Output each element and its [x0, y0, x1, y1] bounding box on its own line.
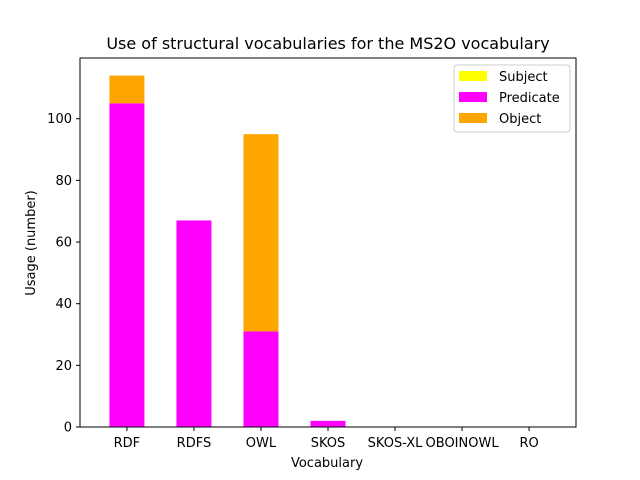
- y-tick-label: 40: [55, 297, 72, 312]
- bar-object-rdf: [109, 75, 145, 104]
- legend-label-predicate: Predicate: [499, 91, 560, 106]
- legend-label-subject: Subject: [499, 70, 548, 85]
- y-tick-label: 80: [55, 174, 72, 189]
- bar-predicate-skos: [310, 420, 346, 427]
- bar-predicate-rdfs: [176, 220, 212, 427]
- y-axis-label: Usage (number): [24, 190, 39, 296]
- x-tick-label: SKOS: [311, 436, 346, 451]
- x-tick-label: SKOS-XL: [368, 436, 423, 451]
- x-tick-label: OWL: [246, 436, 277, 451]
- axes-group: 0 20 40 60 80 100 RDF RDFS OWL SKOS SKOS-XL OBOINOW…: [47, 57, 577, 451]
- y-tick-label: 20: [55, 359, 72, 374]
- legend-swatch-subject: [459, 71, 487, 81]
- x-tick-label: OBOINOWL: [426, 436, 500, 451]
- y-tick-label: 100: [47, 112, 72, 127]
- bar-predicate-owl: [243, 331, 279, 427]
- x-tick-label: RO: [519, 436, 538, 451]
- chart-title: Use of structural vocabularies for the M…: [106, 34, 549, 53]
- y-tick-label: 60: [55, 236, 72, 251]
- bar-object-owl: [243, 134, 279, 332]
- bars-group: [109, 75, 346, 427]
- y-tick-label: 0: [64, 421, 72, 436]
- x-axis-label: Vocabulary: [291, 456, 363, 471]
- x-tick-label: RDF: [114, 436, 141, 451]
- legend-swatch-object: [459, 113, 487, 123]
- bar-predicate-rdf: [109, 103, 145, 427]
- legend: Subject Predicate Object: [453, 64, 571, 133]
- legend-swatch-predicate: [459, 92, 487, 102]
- legend-label-object: Object: [499, 112, 541, 127]
- x-tick-label: RDFS: [177, 436, 212, 451]
